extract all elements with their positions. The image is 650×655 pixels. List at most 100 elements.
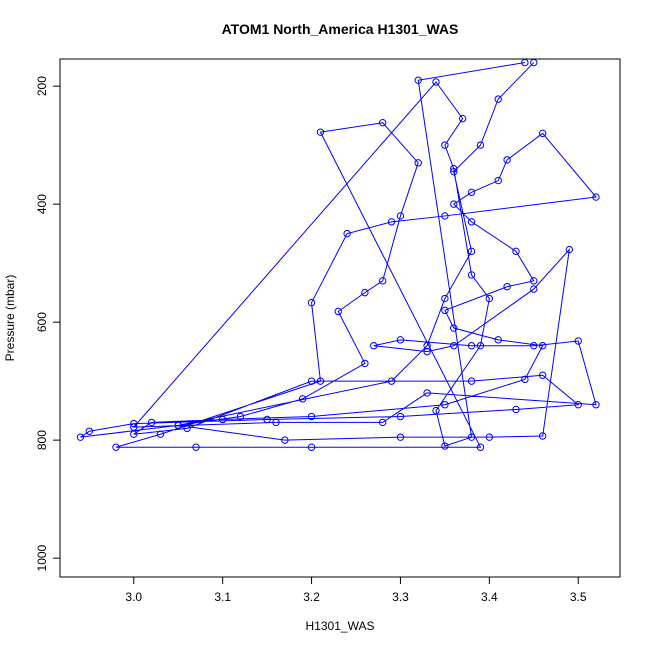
data-point [307,377,316,385]
data-point [263,415,271,424]
data-point [396,433,405,441]
data-point [361,359,369,368]
data-point [485,433,494,441]
data-point [503,283,511,291]
data-point [441,294,449,303]
data-point [281,436,289,444]
x-tick-label: 3.5 [570,590,587,604]
data-point [396,412,405,421]
data-point [396,212,405,220]
data-point [467,433,476,441]
data-point [565,245,574,254]
data-point [476,342,485,350]
x-tick-label: 3.2 [303,590,320,604]
data-point [423,389,431,397]
data-point [423,347,431,356]
data-point [530,285,538,293]
y-axis-label: Pressure (mbar) [3,275,17,362]
y-tick-label: 800 [35,430,49,450]
data-point [432,406,440,415]
data-point [441,212,449,220]
data-point [467,271,476,279]
data-point [387,377,396,385]
data-point [76,433,85,441]
data-point [538,432,547,440]
data-point [494,95,502,103]
data-point [272,418,280,427]
data-point [343,229,351,238]
data-point [307,443,316,451]
data-point [467,247,476,256]
data-point [423,342,431,350]
data-point [494,336,502,344]
data-point [467,377,476,385]
data-point [130,423,138,431]
data-point [494,176,502,185]
data-point [450,165,458,173]
data-point [387,218,396,226]
data-point [530,58,538,67]
x-tick-label: 3.1 [214,590,231,604]
data-point [476,443,485,451]
data-point [450,324,458,332]
data-point [183,424,191,433]
data-point [450,342,458,350]
data-point [130,430,138,438]
x-tick-label: 3.3 [392,590,409,604]
data-point [476,141,485,149]
data-point [521,375,529,384]
data-point [218,415,227,424]
data-point [441,141,449,149]
x-axis-label: H1301_WAS [306,619,375,633]
data-point [530,277,538,285]
data-point [236,412,245,421]
data-point [485,294,494,303]
data-point [334,307,342,316]
data-point [441,306,449,315]
data-point [130,419,138,428]
data-point [432,78,440,86]
data-point [592,401,600,409]
data-point [512,405,520,414]
data-point [174,421,182,430]
data-point [467,342,476,350]
data-point [307,298,316,307]
data-point [298,395,307,403]
y-tick-label: 600 [35,312,49,332]
y-tick-label: 200 [35,76,49,96]
data-point [538,342,547,350]
data-point [192,443,200,451]
data-point [530,342,538,350]
data-point [450,167,458,176]
data-line [80,62,597,448]
data-point [378,418,387,427]
data-point [414,159,422,167]
data-point [574,337,582,345]
data-point [316,128,325,136]
y-tick-label: 1000 [35,544,49,571]
data-point [441,442,449,450]
data-point [467,218,476,226]
data-point [378,277,387,285]
data-point [361,288,369,297]
data-point [441,401,449,409]
data-point [156,430,165,438]
data-point [512,247,520,256]
data-point [112,443,120,451]
data-point [574,401,582,409]
data-point [370,342,378,350]
data-point [378,119,387,127]
data-point [521,58,529,67]
data-point [316,377,325,385]
data-point [414,76,422,84]
data-point [147,418,156,427]
plot-frame [59,58,621,578]
data-point [592,193,600,201]
data-point [85,427,94,435]
data-point [467,188,476,197]
data-point [307,412,316,421]
y-tick-label: 400 [35,194,49,214]
data-point [538,371,547,379]
